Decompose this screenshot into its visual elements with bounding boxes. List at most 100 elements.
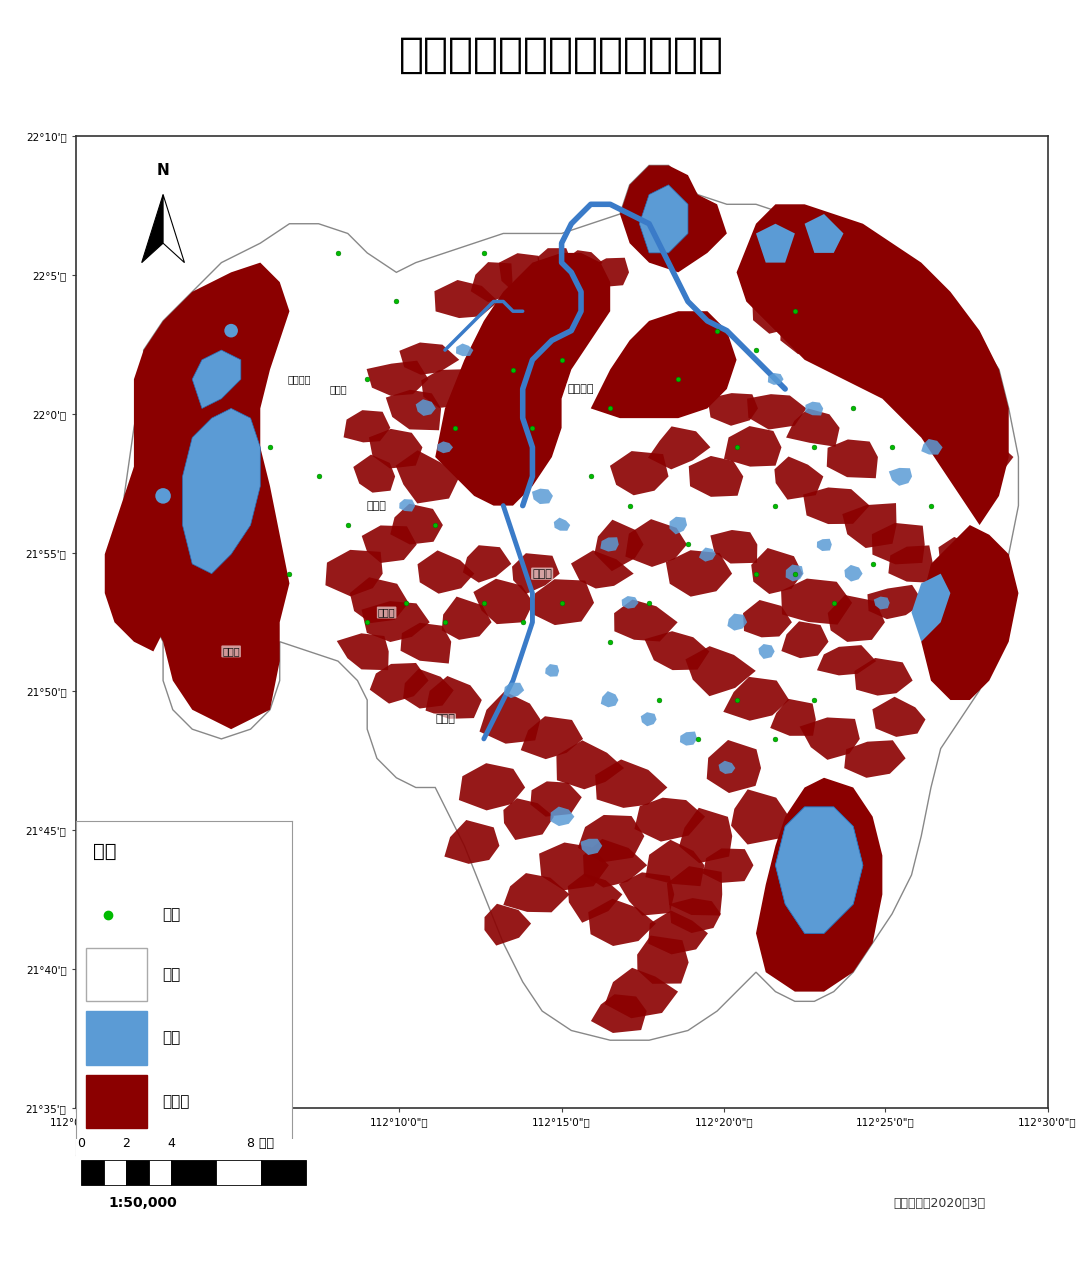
Polygon shape bbox=[753, 296, 802, 334]
Circle shape bbox=[225, 323, 238, 337]
Polygon shape bbox=[571, 550, 634, 589]
Polygon shape bbox=[927, 384, 978, 418]
Text: 恩城镇: 恩城镇 bbox=[532, 568, 552, 579]
Polygon shape bbox=[350, 577, 408, 624]
Polygon shape bbox=[781, 579, 852, 625]
Text: 4: 4 bbox=[167, 1137, 175, 1150]
Text: 镇界: 镇界 bbox=[162, 967, 180, 981]
Polygon shape bbox=[163, 195, 185, 263]
Polygon shape bbox=[442, 597, 491, 640]
Polygon shape bbox=[703, 848, 754, 883]
Polygon shape bbox=[615, 599, 677, 642]
Bar bbox=[104, 1160, 126, 1185]
Polygon shape bbox=[503, 798, 554, 840]
Polygon shape bbox=[503, 874, 569, 912]
Polygon shape bbox=[786, 408, 839, 446]
Polygon shape bbox=[530, 781, 582, 817]
Text: 水体: 水体 bbox=[162, 1030, 180, 1046]
Polygon shape bbox=[421, 370, 475, 408]
Polygon shape bbox=[731, 789, 789, 844]
Polygon shape bbox=[775, 807, 863, 933]
Polygon shape bbox=[538, 248, 572, 280]
Polygon shape bbox=[680, 731, 698, 745]
Polygon shape bbox=[594, 520, 644, 571]
Polygon shape bbox=[395, 450, 460, 503]
Polygon shape bbox=[637, 935, 689, 984]
Polygon shape bbox=[463, 545, 511, 582]
Polygon shape bbox=[873, 308, 914, 354]
Polygon shape bbox=[434, 280, 498, 318]
Polygon shape bbox=[648, 911, 708, 955]
Polygon shape bbox=[963, 603, 1001, 640]
Polygon shape bbox=[781, 314, 832, 354]
Polygon shape bbox=[646, 840, 704, 887]
Polygon shape bbox=[471, 262, 513, 302]
Polygon shape bbox=[737, 204, 1009, 525]
Polygon shape bbox=[353, 454, 395, 493]
Polygon shape bbox=[581, 839, 603, 854]
Polygon shape bbox=[503, 683, 524, 698]
Polygon shape bbox=[912, 574, 950, 642]
Polygon shape bbox=[610, 452, 669, 495]
Bar bbox=[171, 1160, 216, 1185]
Polygon shape bbox=[707, 393, 758, 426]
Text: 拐点: 拐点 bbox=[162, 907, 180, 922]
Polygon shape bbox=[134, 263, 289, 729]
Polygon shape bbox=[892, 341, 935, 380]
Polygon shape bbox=[600, 538, 619, 552]
Polygon shape bbox=[648, 426, 711, 470]
Polygon shape bbox=[670, 517, 687, 535]
Polygon shape bbox=[826, 440, 878, 479]
Polygon shape bbox=[639, 185, 688, 253]
Polygon shape bbox=[758, 644, 774, 659]
Polygon shape bbox=[724, 426, 782, 467]
Polygon shape bbox=[718, 761, 735, 774]
Polygon shape bbox=[842, 503, 896, 548]
Polygon shape bbox=[752, 548, 802, 594]
Polygon shape bbox=[591, 994, 647, 1033]
Polygon shape bbox=[625, 520, 687, 567]
Polygon shape bbox=[362, 526, 417, 563]
Polygon shape bbox=[874, 597, 890, 609]
Polygon shape bbox=[640, 712, 657, 726]
Text: 禁养区: 禁养区 bbox=[162, 1094, 189, 1109]
Circle shape bbox=[156, 488, 171, 504]
Polygon shape bbox=[805, 214, 843, 253]
Polygon shape bbox=[686, 647, 756, 697]
Polygon shape bbox=[774, 457, 823, 499]
Polygon shape bbox=[910, 362, 958, 399]
Text: 大田镇: 大田镇 bbox=[367, 500, 387, 511]
Text: 8 千米: 8 千米 bbox=[247, 1137, 274, 1150]
Polygon shape bbox=[711, 530, 757, 563]
Polygon shape bbox=[728, 613, 747, 631]
Polygon shape bbox=[499, 253, 541, 295]
Polygon shape bbox=[521, 716, 583, 760]
Text: N: N bbox=[157, 163, 170, 178]
Polygon shape bbox=[337, 634, 389, 670]
Polygon shape bbox=[785, 565, 804, 581]
Polygon shape bbox=[872, 523, 924, 565]
Bar bbox=[86, 1011, 147, 1065]
Polygon shape bbox=[369, 663, 429, 703]
Polygon shape bbox=[369, 429, 422, 468]
Polygon shape bbox=[444, 820, 499, 863]
Text: 大槐镇: 大槐镇 bbox=[435, 715, 455, 725]
Polygon shape bbox=[921, 439, 943, 454]
Polygon shape bbox=[679, 808, 732, 863]
Polygon shape bbox=[845, 740, 906, 777]
Polygon shape bbox=[473, 579, 534, 624]
Polygon shape bbox=[390, 504, 443, 544]
Polygon shape bbox=[873, 697, 926, 736]
Polygon shape bbox=[583, 839, 647, 888]
Polygon shape bbox=[756, 777, 882, 992]
Bar bbox=[126, 1160, 149, 1185]
Polygon shape bbox=[724, 677, 789, 721]
Text: 鹤山林场: 鹤山林场 bbox=[287, 375, 311, 384]
Text: 恩平市畜禽养殖禁养区划分图: 恩平市畜禽养殖禁养区划分图 bbox=[400, 35, 724, 76]
Polygon shape bbox=[949, 643, 994, 676]
Text: 2: 2 bbox=[122, 1137, 130, 1150]
Polygon shape bbox=[622, 597, 638, 608]
Bar bbox=[86, 1075, 147, 1128]
Polygon shape bbox=[362, 602, 430, 642]
Polygon shape bbox=[889, 545, 933, 582]
